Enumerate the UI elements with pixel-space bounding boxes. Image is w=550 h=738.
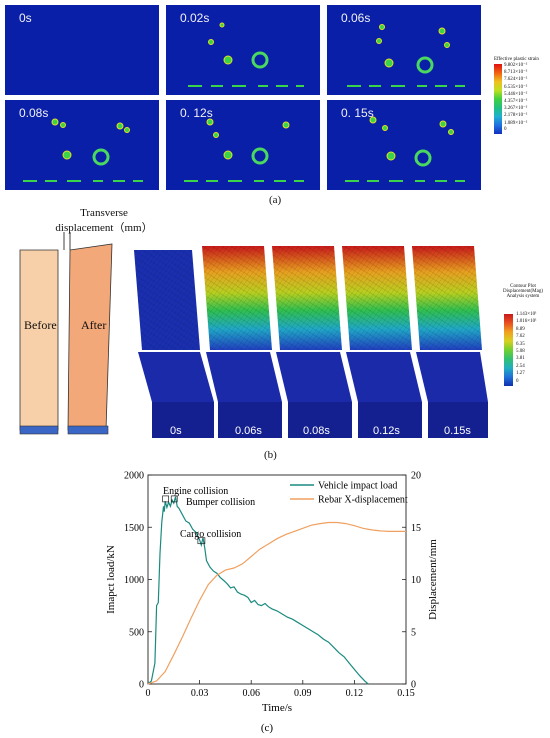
series-line-0 bbox=[147, 496, 369, 685]
legend-title-line: Displacement(Mag) bbox=[503, 289, 543, 294]
legend-tick-label: 6.35 bbox=[516, 341, 525, 347]
time-label: 0.06s bbox=[341, 11, 371, 25]
transverse-label-line2: displacement（mm） bbox=[55, 222, 153, 234]
y-right-axis-label: Displacement/mm bbox=[427, 539, 439, 620]
legend-tick-label: 0 bbox=[504, 126, 507, 132]
strain-spots bbox=[347, 24, 465, 87]
model-time-label: 0.08s bbox=[303, 425, 330, 437]
model-time-label: 0.06s bbox=[235, 425, 262, 437]
y-left-tick-label: 0 bbox=[139, 680, 144, 691]
model-time-label: 0.15s bbox=[444, 425, 471, 437]
time-label: 0. 12s bbox=[180, 106, 213, 120]
x-tick-label: 0.03 bbox=[191, 688, 209, 699]
caption-b: (b) bbox=[264, 449, 277, 461]
legend-tick-label: 7.624×10⁻² bbox=[504, 77, 528, 83]
model-time-label: 0.12s bbox=[373, 425, 400, 437]
legend-tick-label: 8.89 bbox=[516, 326, 525, 332]
x-axis-label: Time/s bbox=[262, 702, 292, 714]
legend-tick-label: 1.27 bbox=[516, 371, 525, 377]
annotation-bumper: Bumper collision bbox=[186, 497, 255, 508]
y-right-tick-label: 20 bbox=[411, 471, 421, 482]
after-label: After bbox=[81, 318, 107, 332]
y-left-tick-label: 2000 bbox=[124, 471, 144, 482]
strain-panel-0.02s: 0.02s bbox=[166, 5, 320, 95]
legend-tick-label: 1.089×10⁻² bbox=[504, 120, 528, 126]
model-0.12s bbox=[342, 246, 422, 438]
y-left-tick-label: 1500 bbox=[124, 523, 144, 534]
transverse-label-line1: Transverse bbox=[80, 207, 128, 219]
legend-tick-label: 1.143×10¹ bbox=[516, 312, 537, 317]
annotation-cargo: Cargo collision bbox=[180, 529, 241, 540]
legend-title-b: Contour Plot Displacement(Mag) Analysis … bbox=[499, 284, 547, 299]
legend-tick-label: 9.802×10⁻² bbox=[504, 63, 528, 68]
legend-tick-label: 5.446×10⁻² bbox=[504, 91, 528, 97]
displacement-color-scale bbox=[504, 314, 513, 386]
strain-panel-0s: 0s bbox=[5, 5, 159, 95]
legend-tick-label: 1.016×10¹ bbox=[516, 319, 537, 325]
strain-panel-0.15s: 0. 15s bbox=[327, 100, 481, 190]
transverse-label: Transverse displacement（mm） bbox=[49, 207, 159, 235]
x-tick-label: 0 bbox=[146, 688, 151, 699]
annotation-marker-engine bbox=[162, 495, 169, 503]
time-label: 0.08s bbox=[19, 106, 49, 120]
legend-title: Effective plastic strain bbox=[494, 57, 539, 62]
time-label: 0. 15s bbox=[341, 106, 374, 120]
series-line-1 bbox=[147, 521, 406, 685]
strain-panel-0.12s: 0. 12s bbox=[166, 100, 320, 190]
y-left-tick-label: 1000 bbox=[124, 575, 144, 586]
legend-title-line: Contour Plot bbox=[510, 284, 536, 289]
time-label: 0.02s bbox=[180, 11, 210, 25]
x-tick-label: 0.09 bbox=[294, 688, 312, 699]
model-0.06s bbox=[202, 246, 282, 438]
strain-spots bbox=[345, 116, 465, 182]
displacement-models bbox=[134, 246, 488, 438]
legend-tick-label: 0 bbox=[516, 378, 519, 384]
legend-tick-label: 4.357×10⁻² bbox=[504, 99, 528, 104]
legend-tick-label: 7.62 bbox=[516, 334, 525, 340]
x-tick-label: 0.15 bbox=[397, 688, 415, 699]
legend-tick-label: 3.267×10⁻² bbox=[504, 106, 528, 112]
legend-tick-label: 5.08 bbox=[516, 349, 525, 354]
y-left-tick-label: 500 bbox=[129, 627, 144, 638]
x-tick-label: 0.06 bbox=[242, 688, 260, 699]
x-tick-label: 0.12 bbox=[346, 688, 364, 699]
strain-color-scale bbox=[494, 64, 502, 134]
legend-tick-label: 6.535×10⁻² bbox=[504, 84, 528, 90]
legend-tick-label: 8.713×10⁻² bbox=[504, 70, 528, 76]
legend-tick-label: 2.54 bbox=[516, 363, 525, 369]
strain-panel-0.08s: 0.08s bbox=[5, 100, 159, 190]
model-0s bbox=[134, 250, 214, 438]
y-right-tick-label: 15 bbox=[411, 523, 421, 534]
after-column bbox=[67, 243, 113, 431]
time-label: 0s bbox=[19, 11, 32, 25]
y-right-tick-label: 0 bbox=[411, 680, 416, 691]
strain-panel-0.06s: 0.06s bbox=[327, 5, 481, 95]
y-right-tick-label: 10 bbox=[411, 575, 421, 586]
model-time-label: 0s bbox=[170, 425, 182, 437]
y-left-axis-label: Imapct load/kN bbox=[105, 545, 117, 614]
caption-c: (c) bbox=[261, 722, 274, 734]
annotation-marker-bumper bbox=[170, 495, 178, 503]
legend-tick-label: 3.81 bbox=[516, 356, 525, 362]
y-right-tick-label: 5 bbox=[411, 627, 416, 638]
annotation-marker-cargo bbox=[197, 537, 206, 545]
strain-spots bbox=[184, 118, 304, 182]
legend-label: Rebar X-displacement bbox=[318, 495, 408, 506]
strain-spots bbox=[188, 22, 304, 87]
legend-tick-label: 2.178×10⁻² bbox=[504, 113, 528, 119]
before-column bbox=[19, 249, 59, 431]
before-label: Before bbox=[24, 318, 57, 332]
before-after-diagram bbox=[19, 232, 113, 435]
load-displacement-chart: 0 0.03 0.06 0.09 0.12 0.150500100015002000051… bbox=[105, 471, 439, 735]
annotation-engine: Engine collision bbox=[163, 486, 228, 497]
caption-a: (a) bbox=[269, 194, 282, 206]
legend-title-line: Analysis system bbox=[506, 294, 540, 299]
strain-spots bbox=[23, 118, 143, 182]
legend-label: Vehicle impact load bbox=[318, 481, 397, 492]
model-0.08s bbox=[272, 246, 352, 438]
model-0.15s bbox=[412, 246, 488, 438]
